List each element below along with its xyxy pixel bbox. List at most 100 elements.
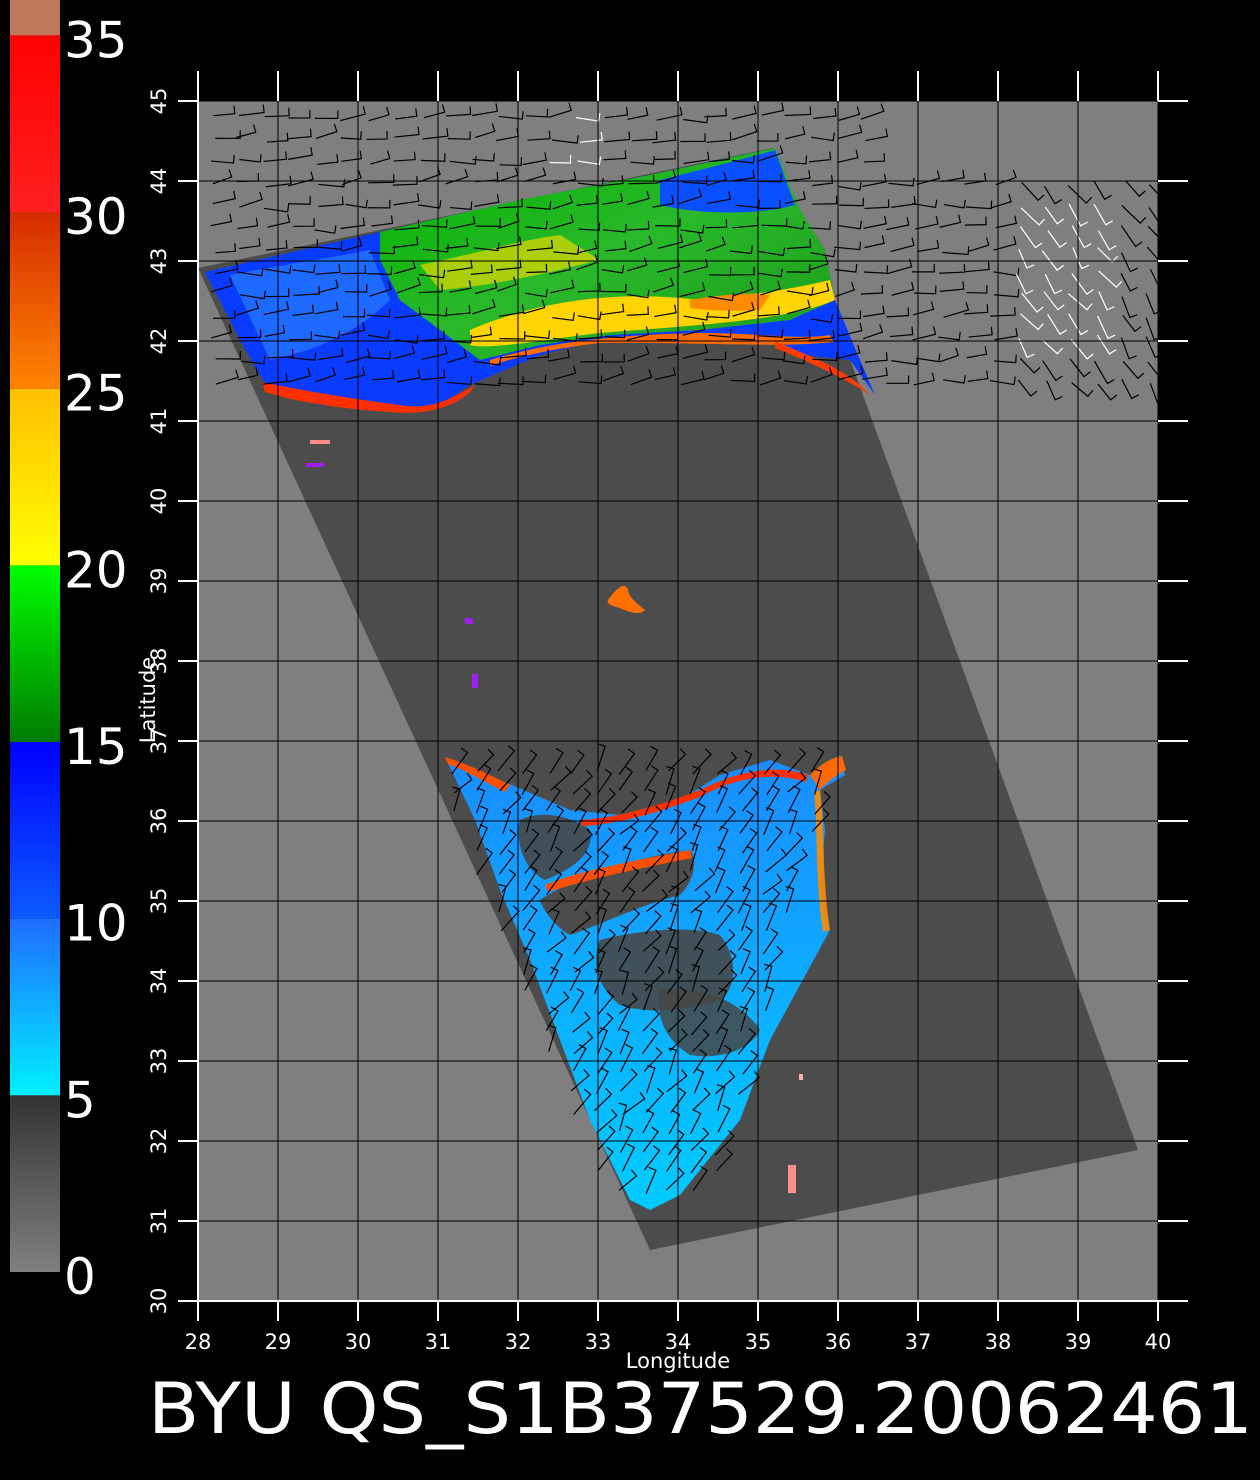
wind-barb [603, 150, 627, 161]
wind-barb [1120, 337, 1137, 360]
wind-barb [813, 768, 823, 795]
wind-barb [366, 130, 388, 141]
wind-barb [422, 128, 449, 140]
wind-barb [966, 285, 988, 294]
wind-barb [716, 785, 729, 813]
wind-barb [597, 1125, 616, 1151]
wind-barb [784, 106, 812, 117]
wind-barb [652, 132, 677, 144]
wind-barb [447, 348, 468, 364]
wind-barb [287, 171, 314, 187]
colorbar-segment [10, 212, 60, 389]
wind-barb [717, 1104, 731, 1133]
wind-barb [787, 771, 807, 793]
wind-barb [938, 331, 961, 341]
wind-barb [449, 280, 472, 293]
wind-barb [521, 769, 535, 796]
wind-barb [289, 331, 313, 341]
wind-barb [669, 1028, 688, 1052]
wind-barb [834, 241, 862, 251]
wind-barb [735, 199, 760, 209]
wind-barb [239, 191, 263, 208]
wind-barb [764, 749, 782, 775]
wind-barb [939, 281, 965, 292]
wind-barb [715, 1070, 736, 1095]
colorbar-segment [10, 1095, 60, 1272]
wind-barb [292, 304, 315, 317]
wind-barb [604, 106, 629, 119]
wind-barb [865, 352, 888, 363]
wind-barb [602, 224, 627, 233]
wind-barb [524, 849, 541, 874]
wind-barb [423, 104, 446, 119]
wind-barb [621, 866, 640, 893]
wind-barb [1147, 361, 1170, 382]
wind-barb [787, 299, 811, 315]
wind-barb [915, 215, 939, 230]
wind-barb [683, 151, 710, 165]
wind-barb [318, 347, 344, 361]
wind-barb [810, 746, 825, 773]
wind-barb [1043, 291, 1065, 311]
wind-barb [497, 213, 520, 230]
wind-barb [863, 324, 884, 340]
wind-barb [1047, 230, 1067, 249]
wind-barb [812, 175, 834, 187]
wind-barb [574, 885, 593, 912]
wind-barb [762, 873, 783, 895]
wind-barb [1019, 357, 1041, 374]
wind-barb [886, 217, 910, 231]
wind-barb [449, 215, 476, 230]
wind-barb [739, 1005, 749, 1031]
wind-barb [267, 214, 291, 228]
lon-tick-label: 38 [985, 1330, 1012, 1354]
wind-barb [838, 220, 862, 230]
wind-barb [643, 983, 653, 1011]
wind-barb [811, 195, 838, 205]
wind-barb [573, 1088, 592, 1115]
colorbar-label: 25 [64, 365, 128, 423]
wind-barb [1044, 274, 1063, 295]
wind-barb [683, 312, 709, 321]
wind-barb [913, 372, 935, 386]
wind-barb [630, 156, 655, 165]
wind-barb [645, 1087, 665, 1113]
wind-barb [666, 1145, 682, 1172]
wind-barb [716, 1148, 733, 1172]
wind-barb [964, 216, 987, 226]
wind-barb [522, 784, 540, 812]
wind-barb [238, 104, 265, 117]
wind-barb [813, 107, 837, 120]
wind-barb [496, 276, 517, 292]
wind-barb [474, 377, 501, 387]
wind-barb [626, 257, 648, 272]
wind-barb [811, 808, 830, 832]
wind-barb [288, 196, 311, 205]
grid [197, 100, 1159, 1302]
wind-barb [473, 357, 502, 366]
wind-barb [682, 175, 708, 185]
wind-barb [864, 235, 885, 249]
wind-barb [368, 245, 396, 255]
wind-barb [731, 169, 755, 182]
wind-barb [263, 151, 288, 163]
wind-barb [317, 154, 339, 165]
wind-barb [526, 239, 554, 252]
wind-barb [314, 110, 339, 120]
wind-barb [642, 1126, 659, 1153]
wind-barb [689, 841, 699, 871]
wind-barb [837, 124, 863, 139]
wind-barb [642, 826, 659, 853]
wind-barb [472, 153, 495, 162]
lon-tick-label: 29 [265, 1330, 292, 1354]
lat-tick-label: 34 [147, 968, 171, 995]
wind-barb [548, 349, 570, 362]
wind-barb [810, 248, 836, 258]
wind-barb [913, 285, 937, 295]
wind-barb [737, 885, 751, 914]
wind-barb [596, 827, 616, 853]
wind-barb [886, 375, 910, 384]
wind-barb [523, 928, 536, 953]
wind-barb [732, 281, 754, 297]
